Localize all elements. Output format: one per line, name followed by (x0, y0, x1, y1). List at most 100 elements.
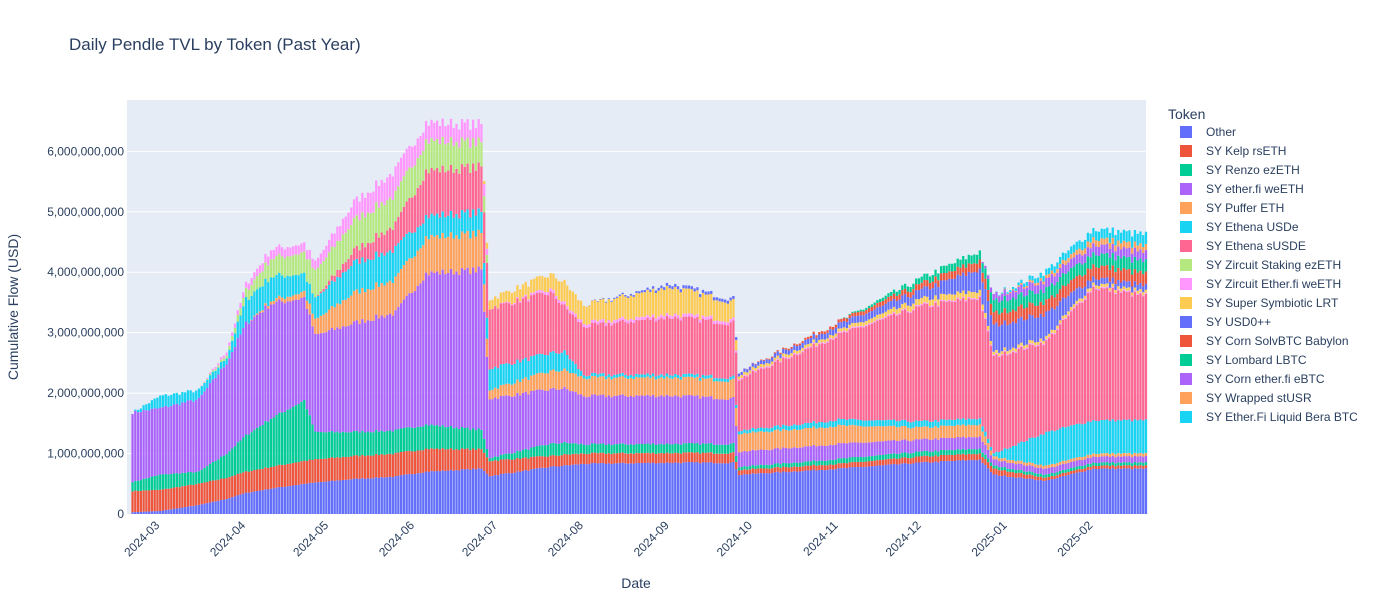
bar-segment[interactable] (543, 294, 547, 355)
bar-segment[interactable] (136, 511, 140, 514)
bar-segment[interactable] (1119, 462, 1123, 466)
bar-segment[interactable] (297, 462, 300, 485)
bar-segment[interactable] (308, 415, 311, 460)
bar-segment[interactable] (699, 294, 702, 298)
bar-segment[interactable] (926, 286, 929, 297)
bar-segment[interactable] (294, 245, 298, 255)
bar-segment[interactable] (970, 454, 973, 461)
bar-segment[interactable] (256, 469, 259, 491)
bar-segment[interactable] (693, 288, 696, 292)
bar-segment[interactable] (1081, 457, 1084, 461)
bar-segment[interactable] (1045, 311, 1048, 336)
bar-segment[interactable] (837, 332, 840, 419)
bar-segment[interactable] (699, 377, 702, 381)
bar-segment[interactable] (571, 391, 574, 444)
bar-segment[interactable] (1067, 315, 1070, 427)
bar-segment[interactable] (1078, 469, 1081, 473)
bar-segment[interactable] (524, 294, 527, 297)
bar-segment[interactable] (145, 410, 148, 479)
bar-segment[interactable] (159, 489, 162, 511)
bar-segment[interactable] (521, 284, 525, 297)
bar-segment[interactable] (693, 443, 696, 453)
bar-segment[interactable] (1103, 419, 1106, 454)
bar-segment[interactable] (1139, 452, 1142, 457)
bar-segment[interactable] (577, 394, 580, 445)
bar-segment[interactable] (710, 396, 713, 444)
bar-segment[interactable] (1059, 289, 1062, 302)
bar-segment[interactable] (1133, 269, 1137, 282)
bar-segment[interactable] (998, 452, 1001, 459)
bar-segment[interactable] (751, 371, 754, 428)
bar-segment[interactable] (748, 432, 752, 451)
bar-segment[interactable] (411, 474, 414, 514)
bar-segment[interactable] (618, 394, 622, 444)
bar-segment[interactable] (1014, 470, 1017, 474)
bar-segment[interactable] (364, 478, 367, 514)
bar-segment[interactable] (746, 372, 749, 376)
bar-segment[interactable] (494, 296, 497, 306)
bar-segment[interactable] (873, 420, 876, 427)
bar-segment[interactable] (920, 288, 923, 298)
bar-segment[interactable] (912, 463, 915, 514)
bar-segment[interactable] (995, 451, 998, 457)
bar-segment[interactable] (768, 358, 771, 360)
bar-segment[interactable] (1144, 419, 1148, 453)
bar-segment[interactable] (964, 425, 968, 438)
bar-segment[interactable] (505, 395, 508, 454)
bar-segment[interactable] (325, 285, 328, 289)
bar-segment[interactable] (1111, 253, 1114, 266)
bar-segment[interactable] (726, 382, 730, 400)
bar-segment[interactable] (651, 317, 655, 374)
bar-segment[interactable] (197, 471, 201, 484)
bar-segment[interactable] (829, 335, 832, 339)
bar-segment[interactable] (436, 470, 439, 514)
bar-segment[interactable] (978, 448, 981, 454)
bar-segment[interactable] (602, 297, 605, 299)
bar-segment[interactable] (322, 332, 325, 433)
bar-segment[interactable] (837, 322, 840, 329)
bar-segment[interactable] (621, 316, 624, 320)
bar-segment[interactable] (798, 350, 802, 354)
bar-segment[interactable] (1095, 454, 1098, 458)
bar-segment[interactable] (364, 322, 367, 433)
bar-segment[interactable] (674, 286, 677, 314)
bar-segment[interactable] (903, 309, 907, 420)
bar-segment[interactable] (1131, 454, 1134, 458)
bar-segment[interactable] (579, 394, 583, 444)
bar-segment[interactable] (585, 328, 588, 377)
bar-segment[interactable] (267, 306, 270, 309)
bar-segment[interactable] (1034, 437, 1037, 465)
bar-segment[interactable] (654, 318, 658, 322)
bar-segment[interactable] (870, 466, 873, 514)
bar-segment[interactable] (1003, 288, 1006, 290)
bar-segment[interactable] (402, 176, 406, 207)
bar-segment[interactable] (640, 290, 644, 293)
bar-segment[interactable] (560, 352, 563, 371)
bar-segment[interactable] (1056, 272, 1059, 282)
bar-segment[interactable] (591, 322, 594, 373)
bar-segment[interactable] (571, 464, 574, 514)
bar-segment[interactable] (286, 296, 289, 302)
bar-segment[interactable] (981, 426, 984, 432)
bar-segment[interactable] (862, 442, 865, 458)
bar-segment[interactable] (447, 427, 450, 450)
bar-segment[interactable] (1020, 292, 1023, 305)
bar-segment[interactable] (1061, 460, 1065, 464)
bar-segment[interactable] (1128, 281, 1131, 288)
bar-segment[interactable] (726, 444, 730, 454)
bar-segment[interactable] (951, 425, 954, 438)
bar-segment[interactable] (627, 320, 630, 324)
bar-segment[interactable] (818, 334, 821, 340)
bar-segment[interactable] (1006, 471, 1009, 477)
bar-segment[interactable] (214, 377, 217, 462)
bar-segment[interactable] (610, 376, 613, 380)
bar-segment[interactable] (1108, 457, 1112, 464)
bar-segment[interactable] (593, 394, 597, 444)
bar-segment[interactable] (333, 275, 336, 282)
bar-segment[interactable] (765, 468, 768, 474)
bar-segment[interactable] (1064, 273, 1067, 286)
bar-segment[interactable] (278, 244, 281, 254)
bar-segment[interactable] (795, 471, 799, 514)
bar-segment[interactable] (405, 474, 408, 514)
bar-segment[interactable] (225, 499, 228, 514)
